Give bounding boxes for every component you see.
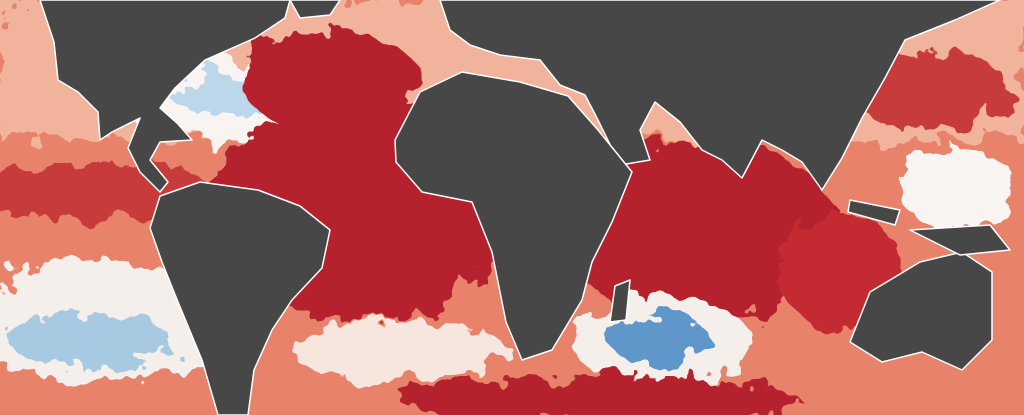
cool-patch [10,310,170,370]
neutral-patch [900,150,1020,230]
madagascar [609,279,631,323]
eurasia [439,0,1001,191]
hot-patch [240,30,420,130]
australia [849,251,993,371]
hot-patch [400,375,800,415]
neutral-patch [290,320,510,380]
south-america [149,181,331,415]
hot-patch [560,140,840,320]
island [909,224,1011,256]
north-america [39,0,291,193]
africa [394,71,633,361]
island [847,199,901,226]
greenland [289,0,341,19]
cool-patch [610,315,710,365]
landmasses [39,0,1011,415]
